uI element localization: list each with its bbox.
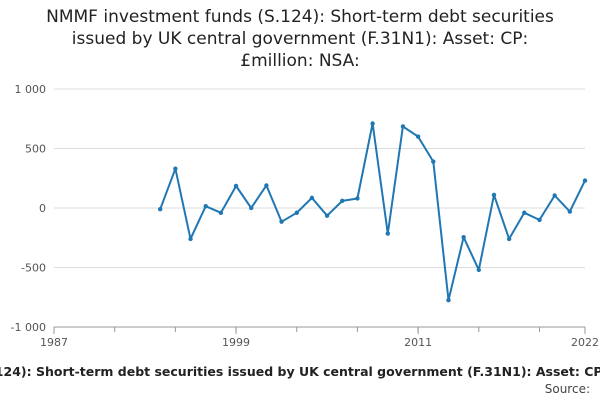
data-point[interactable] <box>582 178 588 183</box>
data-point[interactable] <box>158 206 163 212</box>
chart-title-line-1: NMMF investment funds (S.124): Short-ter… <box>46 7 554 27</box>
y-tick-label: 1 000 <box>15 83 47 96</box>
chart-title-line-2: issued by UK central government (F.31N1)… <box>71 29 529 49</box>
data-point[interactable] <box>249 205 254 211</box>
x-tick-label: 2011 <box>404 336 432 349</box>
data-point[interactable] <box>233 183 239 189</box>
y-tick-label: -500 <box>21 262 46 275</box>
data-point[interactable] <box>385 231 390 236</box>
chart-title-line-3: £million: NSA: <box>240 51 360 71</box>
data-point[interactable] <box>309 195 315 201</box>
y-tick-label: -1 000 <box>11 321 46 334</box>
data-point[interactable] <box>431 159 436 164</box>
data-point[interactable] <box>461 234 466 240</box>
x-tick-label: 1987 <box>40 336 68 349</box>
data-point[interactable] <box>370 121 375 126</box>
data-point[interactable] <box>476 267 481 273</box>
axes <box>53 326 586 334</box>
data-point[interactable] <box>279 219 284 224</box>
data-point[interactable] <box>218 210 224 215</box>
data-point[interactable] <box>173 166 178 171</box>
data-point[interactable] <box>415 134 421 139</box>
data-point[interactable] <box>188 236 193 242</box>
y-tick-label: 500 <box>25 143 46 156</box>
x-tick-label: 1999 <box>222 336 250 349</box>
data-point[interactable] <box>491 192 497 198</box>
data-point[interactable] <box>537 217 542 223</box>
series-line <box>159 122 586 302</box>
tick-labels: 1 000 500 0 -500 -1 000 1987 1999 2011 2022 <box>11 83 599 349</box>
footer-caption: NMMF investment funds (S.124): Short-ter… <box>0 364 600 382</box>
data-point[interactable] <box>506 236 512 242</box>
data-point[interactable] <box>446 298 451 303</box>
data-point[interactable] <box>522 210 527 215</box>
series <box>158 121 588 303</box>
data-point[interactable] <box>355 196 360 201</box>
y-tick-label: 0 <box>39 202 46 215</box>
data-point[interactable] <box>567 209 573 214</box>
data-point[interactable] <box>264 183 269 188</box>
chart-title: NMMF investment funds (S.124): Short-ter… <box>0 6 600 72</box>
footer-caption-text: NMMF investment funds (S.124): Short-ter… <box>0 364 600 379</box>
x-tick-label: 2022 <box>571 336 599 349</box>
data-point[interactable] <box>552 193 557 198</box>
data-point[interactable] <box>324 213 330 218</box>
data-point[interactable] <box>340 198 345 204</box>
data-point[interactable] <box>400 124 406 129</box>
data-point[interactable] <box>203 204 208 209</box>
footer-source: Source: <box>544 382 590 396</box>
data-point[interactable] <box>294 210 299 215</box>
